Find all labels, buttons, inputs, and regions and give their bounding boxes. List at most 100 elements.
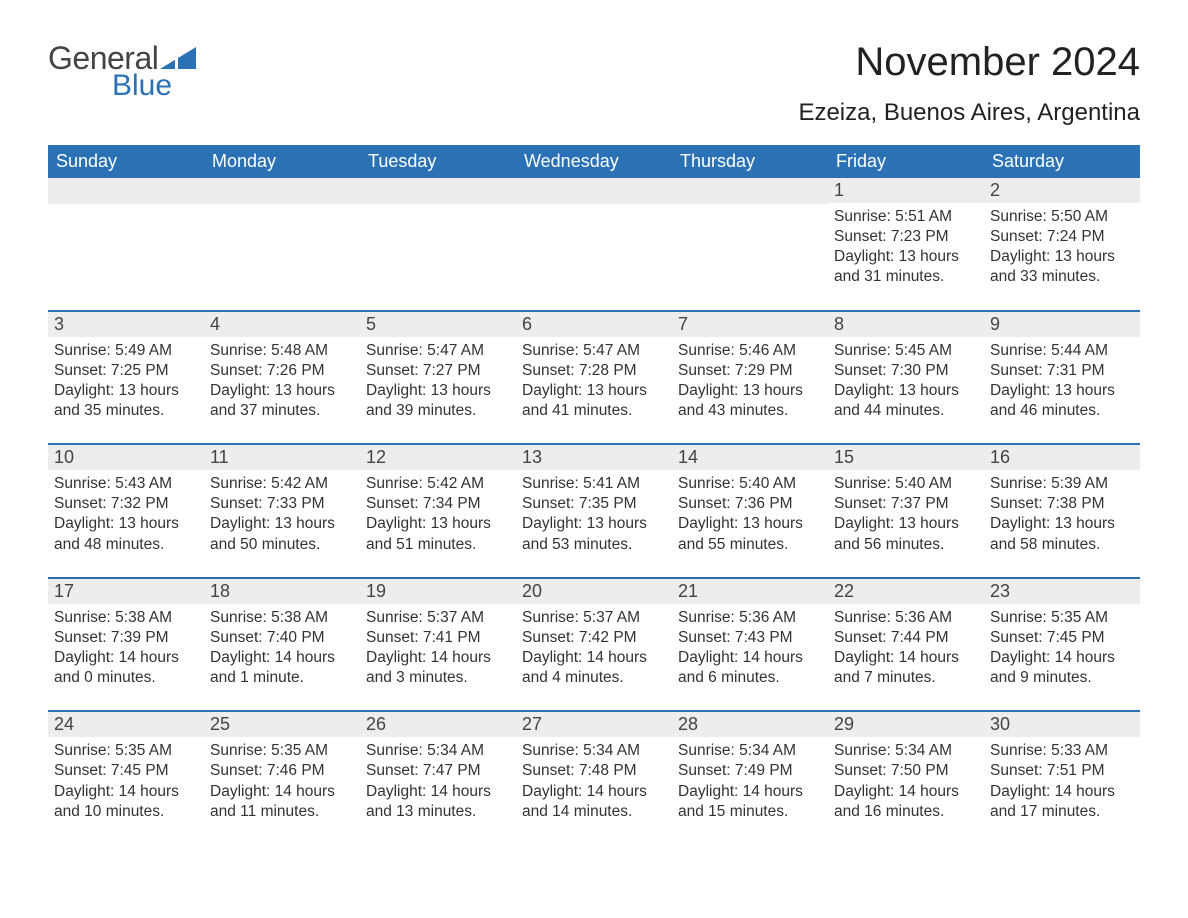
day-line-d1: Daylight: 13 hours bbox=[210, 381, 354, 401]
day-cell: 21Sunrise: 5:36 AMSunset: 7:43 PMDayligh… bbox=[672, 579, 828, 693]
day-body: Sunrise: 5:36 AMSunset: 7:43 PMDaylight:… bbox=[672, 604, 828, 693]
day-body: Sunrise: 5:37 AMSunset: 7:42 PMDaylight:… bbox=[516, 604, 672, 693]
day-number: 21 bbox=[672, 579, 828, 604]
day-line-ss: Sunset: 7:46 PM bbox=[210, 761, 354, 781]
day-cell: 26Sunrise: 5:34 AMSunset: 7:47 PMDayligh… bbox=[360, 712, 516, 826]
day-body: Sunrise: 5:49 AMSunset: 7:25 PMDaylight:… bbox=[48, 337, 204, 426]
day-line-sr: Sunrise: 5:40 AM bbox=[834, 474, 978, 494]
day-line-d2: and 0 minutes. bbox=[54, 668, 198, 688]
day-line-sr: Sunrise: 5:46 AM bbox=[678, 341, 822, 361]
day-cell bbox=[672, 178, 828, 292]
empty-day-header bbox=[360, 178, 516, 204]
day-line-d2: and 50 minutes. bbox=[210, 535, 354, 555]
day-number: 19 bbox=[360, 579, 516, 604]
day-line-d2: and 56 minutes. bbox=[834, 535, 978, 555]
day-line-d2: and 46 minutes. bbox=[990, 401, 1134, 421]
day-line-d2: and 35 minutes. bbox=[54, 401, 198, 421]
day-line-sr: Sunrise: 5:34 AM bbox=[834, 741, 978, 761]
day-body: Sunrise: 5:42 AMSunset: 7:33 PMDaylight:… bbox=[204, 470, 360, 559]
day-line-sr: Sunrise: 5:47 AM bbox=[366, 341, 510, 361]
day-line-ss: Sunset: 7:47 PM bbox=[366, 761, 510, 781]
day-cell: 27Sunrise: 5:34 AMSunset: 7:48 PMDayligh… bbox=[516, 712, 672, 826]
day-number: 23 bbox=[984, 579, 1140, 604]
day-number: 2 bbox=[984, 178, 1140, 203]
day-body: Sunrise: 5:35 AMSunset: 7:45 PMDaylight:… bbox=[984, 604, 1140, 693]
day-cell bbox=[516, 178, 672, 292]
day-body: Sunrise: 5:47 AMSunset: 7:28 PMDaylight:… bbox=[516, 337, 672, 426]
day-line-d2: and 53 minutes. bbox=[522, 535, 666, 555]
day-cell: 1Sunrise: 5:51 AMSunset: 7:23 PMDaylight… bbox=[828, 178, 984, 292]
day-line-sr: Sunrise: 5:37 AM bbox=[366, 608, 510, 628]
day-line-d1: Daylight: 14 hours bbox=[834, 782, 978, 802]
day-line-ss: Sunset: 7:36 PM bbox=[678, 494, 822, 514]
day-cell: 4Sunrise: 5:48 AMSunset: 7:26 PMDaylight… bbox=[204, 312, 360, 426]
day-line-d2: and 48 minutes. bbox=[54, 535, 198, 555]
logo: General Blue bbox=[48, 40, 196, 103]
day-line-d1: Daylight: 14 hours bbox=[366, 648, 510, 668]
day-header: Saturday bbox=[984, 145, 1140, 178]
day-line-ss: Sunset: 7:29 PM bbox=[678, 361, 822, 381]
day-line-d2: and 41 minutes. bbox=[522, 401, 666, 421]
day-line-ss: Sunset: 7:23 PM bbox=[834, 227, 978, 247]
day-line-d2: and 17 minutes. bbox=[990, 802, 1134, 822]
header: General Blue November 2024 Ezeiza, Bueno… bbox=[48, 40, 1140, 127]
day-line-d1: Daylight: 14 hours bbox=[522, 648, 666, 668]
day-line-d1: Daylight: 14 hours bbox=[678, 782, 822, 802]
day-number: 26 bbox=[360, 712, 516, 737]
day-line-ss: Sunset: 7:44 PM bbox=[834, 628, 978, 648]
day-line-d2: and 51 minutes. bbox=[366, 535, 510, 555]
day-line-ss: Sunset: 7:27 PM bbox=[366, 361, 510, 381]
day-line-d1: Daylight: 13 hours bbox=[990, 514, 1134, 534]
month-title: November 2024 bbox=[798, 40, 1140, 85]
day-line-d2: and 31 minutes. bbox=[834, 267, 978, 287]
day-body: Sunrise: 5:46 AMSunset: 7:29 PMDaylight:… bbox=[672, 337, 828, 426]
week-row: 24Sunrise: 5:35 AMSunset: 7:45 PMDayligh… bbox=[48, 710, 1140, 826]
day-line-sr: Sunrise: 5:39 AM bbox=[990, 474, 1134, 494]
day-body: Sunrise: 5:34 AMSunset: 7:47 PMDaylight:… bbox=[360, 737, 516, 826]
day-line-d2: and 33 minutes. bbox=[990, 267, 1134, 287]
day-line-sr: Sunrise: 5:34 AM bbox=[366, 741, 510, 761]
day-number: 15 bbox=[828, 445, 984, 470]
week-row: 17Sunrise: 5:38 AMSunset: 7:39 PMDayligh… bbox=[48, 577, 1140, 693]
day-line-sr: Sunrise: 5:41 AM bbox=[522, 474, 666, 494]
day-line-sr: Sunrise: 5:45 AM bbox=[834, 341, 978, 361]
day-cell: 8Sunrise: 5:45 AMSunset: 7:30 PMDaylight… bbox=[828, 312, 984, 426]
day-number: 29 bbox=[828, 712, 984, 737]
day-line-d2: and 1 minute. bbox=[210, 668, 354, 688]
day-line-sr: Sunrise: 5:38 AM bbox=[54, 608, 198, 628]
day-line-d1: Daylight: 14 hours bbox=[54, 648, 198, 668]
day-line-ss: Sunset: 7:26 PM bbox=[210, 361, 354, 381]
day-line-ss: Sunset: 7:41 PM bbox=[366, 628, 510, 648]
week-row: 1Sunrise: 5:51 AMSunset: 7:23 PMDaylight… bbox=[48, 178, 1140, 292]
day-line-d2: and 6 minutes. bbox=[678, 668, 822, 688]
day-cell: 3Sunrise: 5:49 AMSunset: 7:25 PMDaylight… bbox=[48, 312, 204, 426]
day-line-ss: Sunset: 7:24 PM bbox=[990, 227, 1134, 247]
day-cell: 24Sunrise: 5:35 AMSunset: 7:45 PMDayligh… bbox=[48, 712, 204, 826]
day-line-sr: Sunrise: 5:36 AM bbox=[834, 608, 978, 628]
day-cell: 23Sunrise: 5:35 AMSunset: 7:45 PMDayligh… bbox=[984, 579, 1140, 693]
day-body: Sunrise: 5:48 AMSunset: 7:26 PMDaylight:… bbox=[204, 337, 360, 426]
day-number: 12 bbox=[360, 445, 516, 470]
day-line-d2: and 9 minutes. bbox=[990, 668, 1134, 688]
day-cell: 28Sunrise: 5:34 AMSunset: 7:49 PMDayligh… bbox=[672, 712, 828, 826]
day-cell: 13Sunrise: 5:41 AMSunset: 7:35 PMDayligh… bbox=[516, 445, 672, 559]
day-line-d1: Daylight: 14 hours bbox=[834, 648, 978, 668]
day-line-d1: Daylight: 14 hours bbox=[522, 782, 666, 802]
day-line-d2: and 44 minutes. bbox=[834, 401, 978, 421]
day-line-ss: Sunset: 7:31 PM bbox=[990, 361, 1134, 381]
day-body: Sunrise: 5:40 AMSunset: 7:36 PMDaylight:… bbox=[672, 470, 828, 559]
day-cell: 19 Sunrise: 5:37 AMSunset: 7:41 PMDayligh… bbox=[360, 579, 516, 693]
day-line-d2: and 13 minutes. bbox=[366, 802, 510, 822]
day-header: Thursday bbox=[672, 145, 828, 178]
day-number: 22 bbox=[828, 579, 984, 604]
day-number: 13 bbox=[516, 445, 672, 470]
day-cell: 11Sunrise: 5:42 AMSunset: 7:33 PMDayligh… bbox=[204, 445, 360, 559]
day-header: Wednesday bbox=[516, 145, 672, 178]
day-line-sr: Sunrise: 5:35 AM bbox=[54, 741, 198, 761]
day-number: 18 bbox=[204, 579, 360, 604]
day-cell bbox=[360, 178, 516, 292]
day-line-ss: Sunset: 7:49 PM bbox=[678, 761, 822, 781]
day-line-d2: and 39 minutes. bbox=[366, 401, 510, 421]
day-line-sr: Sunrise: 5:42 AM bbox=[210, 474, 354, 494]
day-number: 10 bbox=[48, 445, 204, 470]
